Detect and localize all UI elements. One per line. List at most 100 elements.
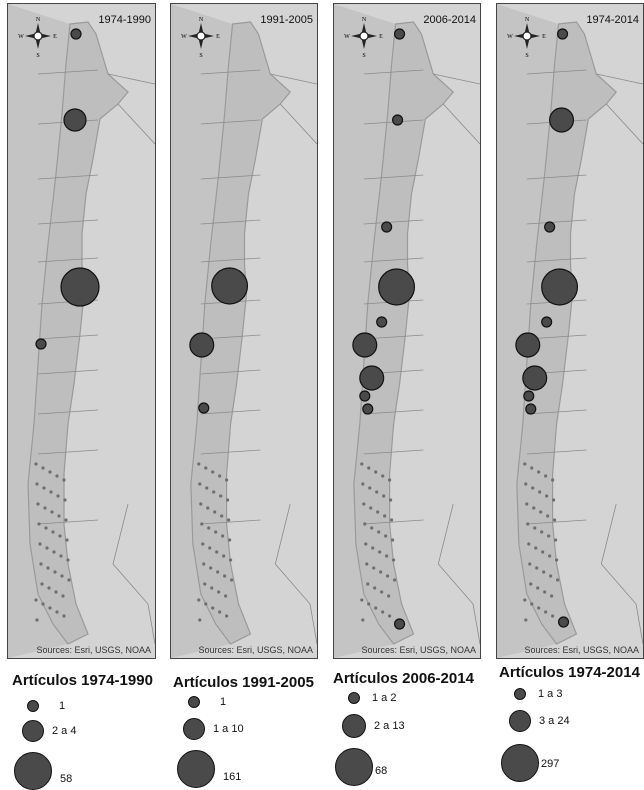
island-mark <box>367 466 371 470</box>
compass-s: S <box>525 53 528 59</box>
region-divider <box>200 69 261 75</box>
article-count-circle <box>359 365 385 391</box>
region-divider <box>37 519 99 525</box>
island-mark <box>228 538 232 542</box>
legend-label: 1 a 10 <box>213 723 244 735</box>
island-mark <box>387 594 391 598</box>
island-mark <box>551 614 555 618</box>
island-mark <box>57 514 61 518</box>
region-divider <box>200 174 261 180</box>
article-count-circle <box>60 267 100 307</box>
island-mark <box>48 606 52 610</box>
island-mark <box>372 566 376 570</box>
sources-credit: Sources: Esri, USGS, NOAA <box>36 645 151 655</box>
compass-w: W <box>507 34 513 40</box>
region-divider <box>526 519 587 525</box>
compass-w: W <box>18 34 24 40</box>
island-mark <box>222 554 226 558</box>
island-mark <box>211 606 215 610</box>
island-mark <box>197 462 201 466</box>
island-mark <box>376 510 380 514</box>
island-mark <box>64 518 68 522</box>
island-mark <box>540 530 544 534</box>
island-mark <box>384 534 388 538</box>
article-count-circle <box>35 338 47 350</box>
ocean-relief <box>497 4 559 658</box>
island-mark <box>555 558 559 562</box>
period-label: 1974-1990 <box>98 14 151 26</box>
legend-label: 1 <box>59 700 66 712</box>
chile-map <box>334 4 480 658</box>
legend-label: 2 a 4 <box>52 725 77 737</box>
compass-w: W <box>344 34 350 40</box>
island-mark <box>360 598 364 602</box>
article-count-circle <box>522 365 548 391</box>
region-divider <box>200 369 261 375</box>
sources-credit: Sources: Esri, USGS, NOAA <box>198 645 313 655</box>
island-mark <box>361 482 365 486</box>
island-mark <box>214 530 218 534</box>
article-count-circle <box>549 107 575 133</box>
region-divider <box>363 257 424 263</box>
island-mark <box>524 618 528 622</box>
ocean-relief <box>8 4 70 658</box>
island-mark <box>38 542 42 546</box>
period-label: 2006-2014 <box>423 14 476 26</box>
legend-large-circle <box>177 750 215 788</box>
legend-large-circle <box>335 748 373 786</box>
legend-1974-1990: Artículos 1974-1990 1 2 a 4 58 <box>12 672 153 790</box>
island-mark <box>42 486 46 490</box>
island-mark <box>380 590 384 594</box>
region-divider <box>37 219 99 225</box>
legend-medium-circle <box>509 710 531 732</box>
legend-label: 58 <box>60 773 73 785</box>
map-panel-1991-2005: N S E W 1991-2005 Sources: Esri, USGS, NOAA <box>170 3 318 659</box>
article-count-circle <box>393 28 406 40</box>
article-count-circle <box>352 332 378 358</box>
island-mark <box>48 470 52 474</box>
map-panel-2006-2014: N S E W 2006-2014 Sources: Esri, USGS, NOAA <box>333 3 481 659</box>
region-divider <box>363 519 424 525</box>
compass-icon: N S E W <box>181 14 221 60</box>
article-count-circle <box>376 316 388 328</box>
article-count-circle <box>556 28 569 40</box>
region-divider <box>37 409 99 415</box>
chile-map <box>497 4 643 658</box>
island-mark <box>215 550 219 554</box>
island-mark <box>201 542 205 546</box>
sources-credit: Sources: Esri, USGS, NOAA <box>524 645 639 655</box>
island-mark <box>374 606 378 610</box>
period-label: 1974-2014 <box>586 14 639 26</box>
island-mark <box>37 522 41 526</box>
island-mark <box>204 466 208 470</box>
chile-map <box>171 4 317 658</box>
island-mark <box>225 614 229 618</box>
island-mark <box>523 462 527 466</box>
legend-1991-2005: Artículos 1991-2005 1 1 a 10 161 <box>173 674 314 788</box>
article-count-circle <box>359 390 371 402</box>
island-mark <box>525 502 529 506</box>
island-mark <box>538 490 542 494</box>
compass-e: E <box>53 34 57 40</box>
legend-label: 1 <box>220 696 227 708</box>
island-mark <box>388 478 392 482</box>
article-count-circle <box>392 114 404 126</box>
island-mark <box>52 550 56 554</box>
neighbor-border <box>107 73 155 645</box>
legend-large-circle <box>14 752 52 790</box>
region-divider <box>526 219 587 225</box>
article-count-circle <box>525 403 537 415</box>
island-mark <box>67 578 71 582</box>
island-mark <box>364 542 368 546</box>
island-mark <box>227 518 231 522</box>
compass-n: N <box>525 17 530 23</box>
region-divider <box>37 174 99 180</box>
ocean-relief <box>334 4 396 658</box>
island-mark <box>229 578 234 582</box>
legend-label: 161 <box>223 771 242 783</box>
island-mark <box>542 570 546 574</box>
island-mark <box>543 590 547 594</box>
compass-n: N <box>199 17 204 23</box>
compass-s: S <box>362 53 365 59</box>
chile-country-shape <box>190 21 292 645</box>
